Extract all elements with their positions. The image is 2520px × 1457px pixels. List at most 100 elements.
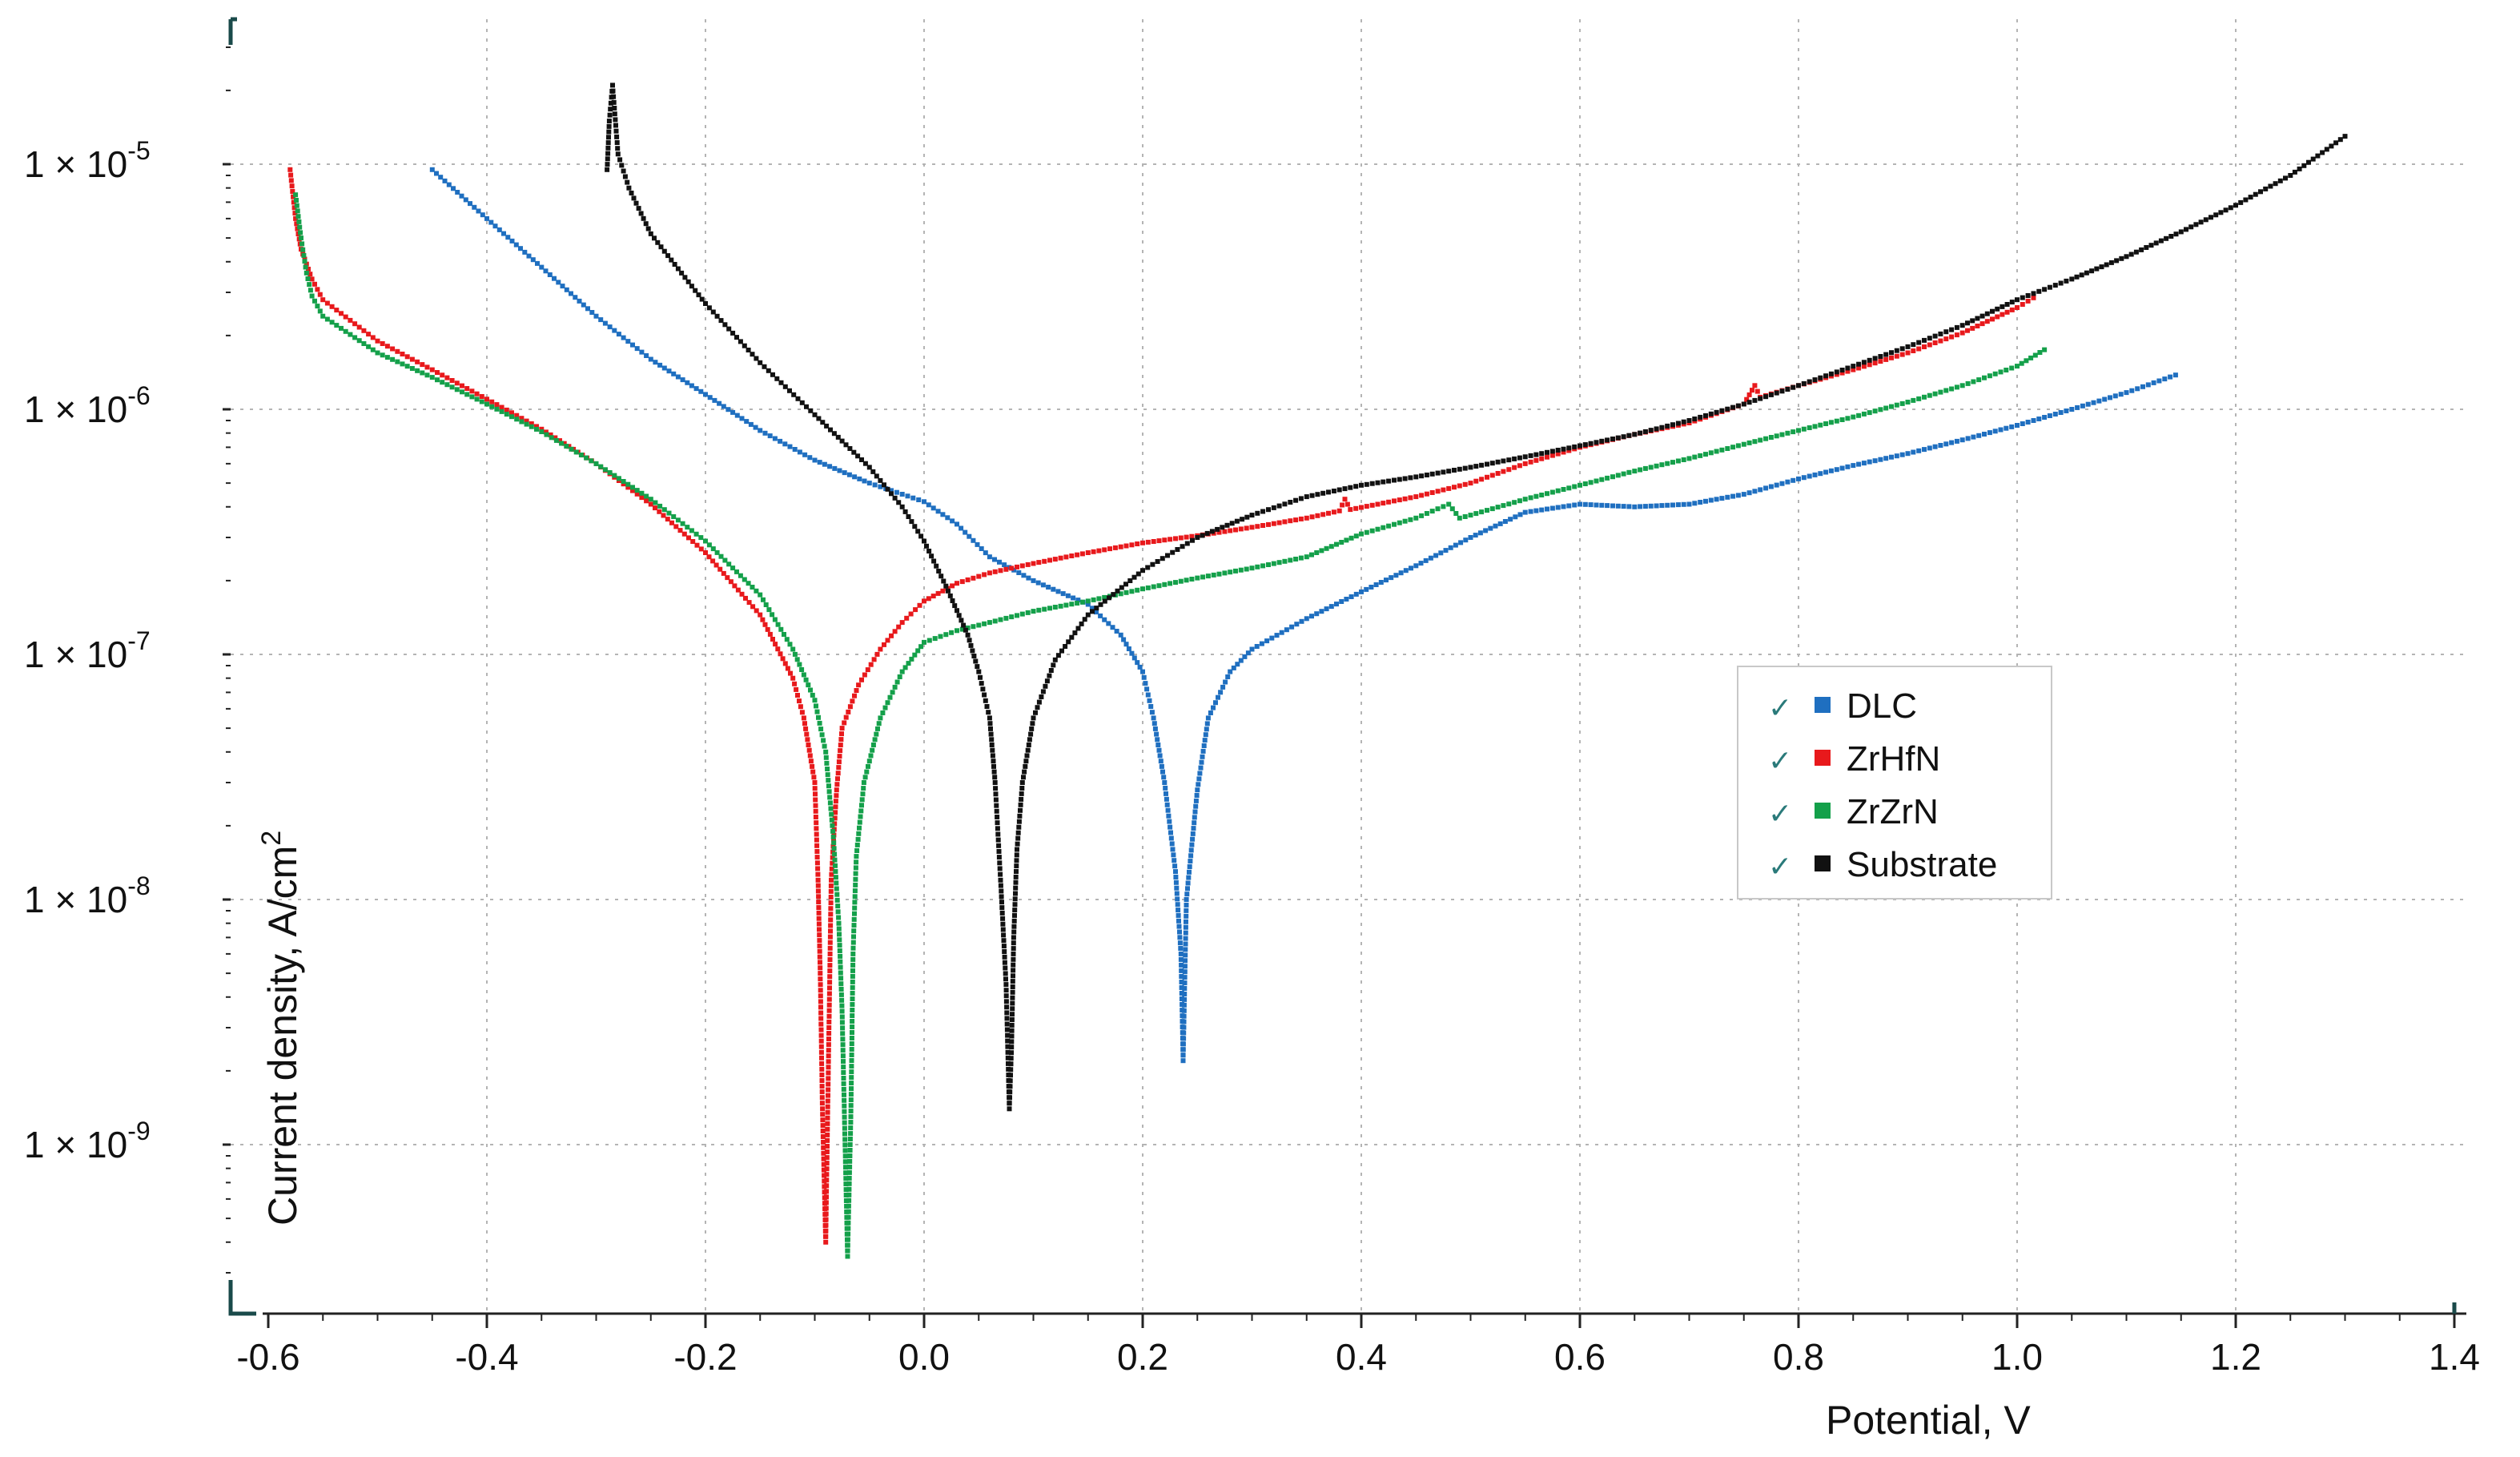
data-point [839, 997, 845, 1003]
data-point [679, 270, 685, 276]
legend-check-icon[interactable]: ✓ [1768, 851, 1792, 883]
data-point [1052, 557, 1058, 562]
data-point [1626, 433, 1632, 438]
data-point [1473, 533, 1478, 538]
data-point [1954, 332, 1959, 338]
data-point [847, 1148, 853, 1153]
data-point [524, 421, 529, 427]
data-point [1970, 318, 1975, 324]
data-point [1102, 617, 1107, 622]
data-point [2268, 183, 2273, 189]
data-point [852, 888, 858, 894]
data-point [1198, 765, 1204, 771]
data-point [1851, 414, 1856, 420]
legend-item-zrhfn[interactable]: ✓ ZrHfN [1768, 739, 1940, 779]
data-point [818, 960, 822, 965]
data-point [868, 662, 874, 667]
data-point [726, 326, 732, 332]
data-point [1188, 853, 1194, 859]
data-point [830, 860, 835, 866]
data-point [994, 803, 999, 808]
legend-check-icon[interactable]: ✓ [1768, 692, 1792, 725]
data-point [699, 296, 705, 302]
data-point [1828, 420, 1834, 425]
data-point [940, 512, 946, 517]
data-point [718, 318, 724, 324]
legend-item-zrzrn[interactable]: ✓ ZrZrN [1768, 792, 1939, 831]
data-point [1746, 490, 1752, 496]
legend-item-substrate[interactable]: ✓ Substrate [1768, 845, 1997, 884]
data-point [1856, 365, 1862, 371]
data-point [505, 235, 511, 240]
data-point [857, 476, 862, 481]
data-point [845, 1242, 850, 1248]
data-point [899, 492, 905, 497]
data-point [496, 227, 502, 232]
data-point [534, 424, 539, 429]
data-point [307, 282, 312, 288]
data-point [2004, 309, 2010, 315]
legend-check-icon[interactable]: ✓ [1768, 745, 1792, 778]
legend-item-dlc[interactable]: ✓ DLC [1768, 686, 1917, 726]
data-point [602, 467, 608, 473]
data-point [2320, 150, 2325, 155]
data-point [1965, 328, 1970, 333]
data-point [2000, 304, 2005, 309]
data-point [552, 276, 557, 281]
data-point [573, 449, 579, 455]
data-point [849, 1064, 854, 1069]
data-point [1151, 715, 1156, 721]
data-point [892, 684, 898, 690]
data-point [2064, 409, 2069, 413]
data-point [833, 804, 838, 810]
data-point [1004, 1016, 1010, 1021]
data-point [828, 928, 833, 934]
data-point [1605, 437, 1610, 443]
data-point [2020, 302, 2025, 307]
data-point [1175, 896, 1180, 902]
data-point [1135, 660, 1140, 666]
data-point [1938, 331, 1943, 336]
data-point [1867, 410, 1872, 416]
data-point [1364, 504, 1369, 509]
data-point [1015, 835, 1021, 841]
data-point [1582, 481, 1588, 486]
data-point [826, 789, 832, 795]
data-point [1965, 436, 1971, 441]
data-point [946, 588, 951, 594]
data-point [849, 1075, 854, 1081]
data-point [2263, 186, 2269, 191]
data-point [2324, 147, 2329, 152]
data-point [825, 1109, 830, 1115]
data-point [991, 763, 996, 769]
data-point [991, 759, 996, 764]
data-point [1746, 392, 1752, 397]
data-point [834, 787, 839, 793]
data-point [1047, 673, 1052, 678]
data-point [918, 533, 924, 539]
data-point [1019, 796, 1024, 802]
data-point [1785, 430, 1791, 436]
data-point [1006, 1061, 1011, 1066]
data-point [625, 179, 630, 185]
data-point [1851, 463, 1856, 469]
data-point [718, 553, 724, 559]
data-point [1856, 413, 1862, 418]
data-point [1995, 306, 2000, 312]
data-point [1916, 346, 1922, 352]
data-point [826, 1042, 831, 1048]
data-point [1189, 577, 1195, 582]
data-point [998, 568, 1003, 574]
data-point [1659, 462, 1665, 468]
data-point [834, 782, 840, 787]
data-point [813, 797, 818, 803]
data-point [1160, 769, 1165, 775]
data-point [790, 675, 796, 681]
data-point [1911, 348, 1916, 353]
y-tick-label-exponent: -6 [127, 381, 150, 410]
data-point [1610, 437, 1615, 441]
data-point [553, 437, 559, 443]
data-point [817, 460, 822, 465]
legend-check-icon[interactable]: ✓ [1768, 798, 1792, 831]
data-point [852, 911, 857, 916]
